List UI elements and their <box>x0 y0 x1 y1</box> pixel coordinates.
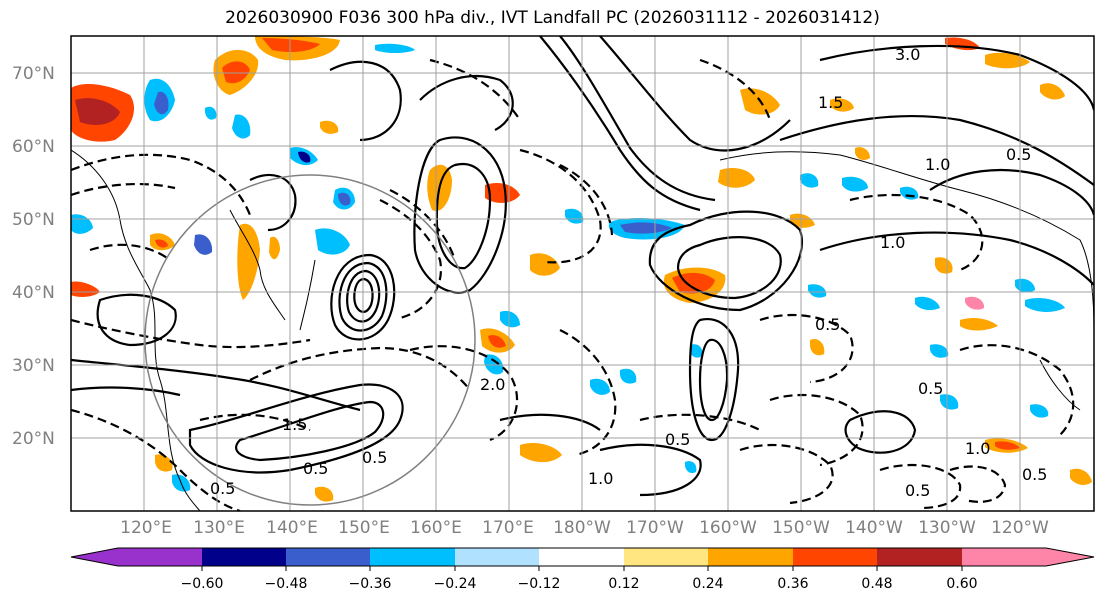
colorbar-segment <box>370 548 456 566</box>
contour-label: 1.0 <box>925 155 950 174</box>
contour-label: 0.5 <box>1022 465 1047 484</box>
contour-label: 3.0 <box>895 45 920 64</box>
colorbar-tick-label: −0.12 <box>518 576 561 592</box>
colorbar-tick-label: −0.48 <box>265 576 308 592</box>
lat-label-70n: 70°N <box>12 64 55 84</box>
longitude-labels: 120°E 130°E 140°E 150°E 160°E 170°E 180°… <box>120 518 1049 538</box>
lat-label-20n: 20°N <box>12 429 55 449</box>
colorbar-tick-label: 0.48 <box>861 576 892 592</box>
colorbar-tick-label: −0.24 <box>434 576 477 592</box>
lon-label: 120°E <box>120 518 172 538</box>
lon-label: 170°E <box>482 518 534 538</box>
contour-label: 1.0 <box>588 469 613 488</box>
contour-labels: 3.0 1.5 1.0 0.5 1.0 2.0 1.5 0.5 0.5 1.0 … <box>210 45 1047 500</box>
map-panel: 3.0 1.5 1.0 0.5 1.0 2.0 1.5 0.5 0.5 1.0 … <box>70 35 1095 512</box>
reference-circle <box>144 174 476 506</box>
contour-label: 0.5 <box>1006 145 1031 164</box>
divergence-shading <box>71 36 1092 502</box>
latitude-labels: 70°N 60°N 50°N 40°N 30°N 20°N <box>12 64 55 449</box>
colorbar-segment <box>286 548 371 566</box>
colorbar-segment <box>624 548 709 566</box>
lon-label: 180°W <box>553 518 611 538</box>
contour-label: 1.0 <box>965 439 990 458</box>
lon-label: 150°E <box>338 518 390 538</box>
contour-label: 0.5 <box>815 315 840 334</box>
colorbar-segment <box>539 548 625 566</box>
colorbar-tick-label: −0.60 <box>181 576 224 592</box>
colorbar-outline <box>70 547 1095 567</box>
lat-label-50n: 50°N <box>12 210 55 230</box>
ivt-dashed-contours <box>71 58 1075 511</box>
contour-label: 0.5 <box>303 459 328 478</box>
lon-label: 130°W <box>918 518 976 538</box>
colorbar-tick-label: 0.12 <box>608 576 639 592</box>
colorbar-segment <box>1046 548 1094 566</box>
lat-label-40n: 40°N <box>12 283 55 303</box>
colorbar-segment <box>202 548 287 566</box>
map-frame <box>70 35 1095 512</box>
colorbar-tick-label: 0.24 <box>692 576 723 592</box>
contour-label: 2.0 <box>480 375 505 394</box>
colorbar-tick-label: 0.36 <box>777 576 808 592</box>
figure-title: 2026030900 F036 300 hPa div., IVT Landfa… <box>225 8 880 28</box>
contour-label: 0.5 <box>210 479 235 498</box>
graticule <box>71 36 1094 511</box>
contour-label: 1.5 <box>818 93 843 112</box>
contour-label: 0.5 <box>905 481 930 500</box>
lat-label-30n: 30°N <box>12 356 55 376</box>
lon-label: 140°E <box>266 518 318 538</box>
colorbar-segment <box>793 548 878 566</box>
contour-label: 0.5 <box>362 448 387 467</box>
colorbar-ticks <box>201 566 963 571</box>
contour-label: 1.0 <box>880 233 905 252</box>
colorbar-segment <box>877 548 963 566</box>
contour-label: 0.5 <box>665 430 690 449</box>
lon-label: 130°E <box>193 518 245 538</box>
colorbar-segment <box>455 548 540 566</box>
coastlines <box>71 149 1094 511</box>
contour-label: 0.5 <box>918 379 943 398</box>
colorbar-tick-labels: −0.60 −0.48 −0.36 −0.24 −0.12 0.12 0.24 … <box>181 576 978 592</box>
lon-label: 160°W <box>699 518 757 538</box>
colorbar-segment <box>118 548 203 566</box>
lon-label: 140°W <box>845 518 903 538</box>
lon-label: 150°W <box>772 518 830 538</box>
colorbar: −0.60 −0.48 −0.36 −0.24 −0.12 0.12 0.24 … <box>70 547 1095 592</box>
lon-label: 120°W <box>991 518 1049 538</box>
colorbar-segment <box>962 548 1047 566</box>
colorbar-tick-label: −0.36 <box>349 576 392 592</box>
lat-label-60n: 60°N <box>12 137 55 157</box>
contour-label: 1.5 <box>282 415 307 434</box>
colorbar-segment <box>708 548 794 566</box>
colorbar-segment <box>71 548 118 566</box>
lon-label: 160°E <box>410 518 462 538</box>
lon-label: 170°W <box>626 518 684 538</box>
colorbar-tick-label: 0.60 <box>946 576 977 592</box>
